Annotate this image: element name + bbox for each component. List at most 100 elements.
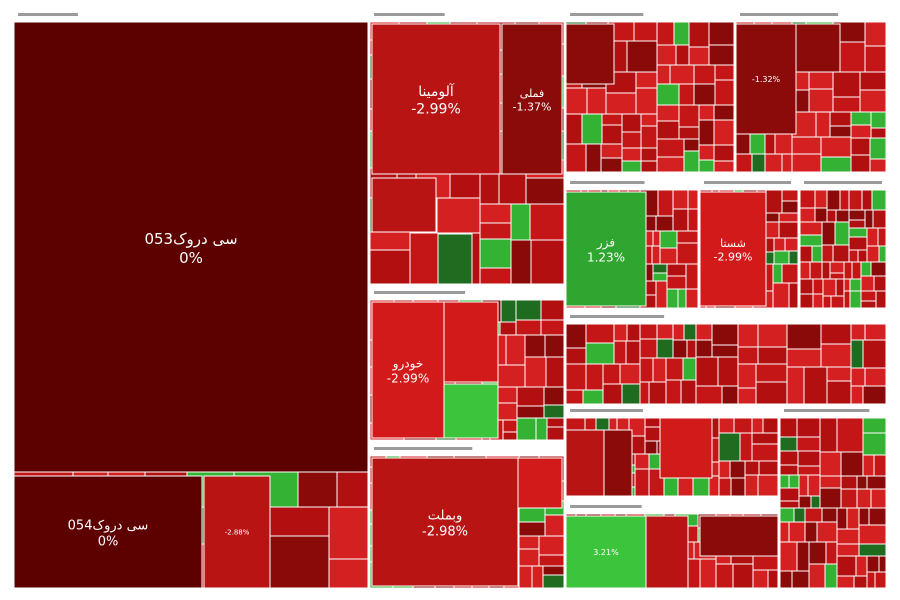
treemap-tile[interactable] bbox=[721, 385, 739, 405]
treemap-tile[interactable] bbox=[585, 363, 604, 391]
treemap-tile[interactable] bbox=[685, 288, 699, 309]
treemap-tile[interactable] bbox=[858, 524, 887, 545]
treemap-tile[interactable] bbox=[582, 389, 604, 405]
treemap-tile[interactable] bbox=[652, 357, 667, 383]
treemap-tile[interactable] bbox=[850, 137, 871, 156]
treemap-tile[interactable] bbox=[744, 460, 760, 476]
treemap-tile[interactable] bbox=[850, 154, 871, 173]
treemap-tile[interactable] bbox=[788, 521, 806, 543]
treemap-tile[interactable] bbox=[781, 263, 799, 284]
treemap-tile[interactable] bbox=[714, 64, 735, 81]
treemap-tile[interactable] bbox=[773, 250, 790, 265]
treemap-tile[interactable] bbox=[788, 474, 800, 489]
treemap-tile-major[interactable] bbox=[371, 301, 445, 439]
treemap-tile[interactable] bbox=[543, 386, 565, 406]
treemap-tile[interactable] bbox=[675, 44, 690, 66]
treemap-tile[interactable] bbox=[328, 506, 369, 560]
treemap-tile[interactable] bbox=[685, 263, 699, 290]
treemap-tile[interactable] bbox=[848, 209, 866, 221]
treemap-tile-major[interactable] bbox=[371, 457, 519, 587]
treemap-tile[interactable] bbox=[621, 113, 642, 133]
treemap-tile[interactable] bbox=[505, 334, 526, 366]
treemap-tile[interactable] bbox=[810, 495, 821, 509]
treemap-tile[interactable] bbox=[809, 261, 823, 280]
treemap-tile[interactable] bbox=[832, 244, 850, 263]
treemap-tile[interactable] bbox=[718, 477, 732, 497]
treemap-tile[interactable] bbox=[711, 344, 739, 358]
treemap-tile[interactable] bbox=[695, 356, 719, 387]
treemap-tile[interactable] bbox=[855, 555, 868, 577]
treemap-tile[interactable] bbox=[874, 571, 887, 589]
treemap-tile[interactable] bbox=[683, 138, 700, 152]
treemap-tile[interactable] bbox=[655, 280, 668, 309]
treemap-tile[interactable] bbox=[781, 153, 793, 173]
treemap-tile[interactable] bbox=[864, 209, 874, 229]
treemap-tile[interactable] bbox=[516, 386, 545, 407]
treemap-tile[interactable] bbox=[799, 278, 814, 295]
treemap-tile[interactable] bbox=[518, 548, 540, 567]
treemap-tile[interactable] bbox=[850, 367, 866, 387]
treemap-tile[interactable] bbox=[797, 465, 821, 476]
treemap-tile[interactable] bbox=[328, 558, 369, 589]
treemap-tile[interactable] bbox=[737, 387, 757, 405]
treemap-tile[interactable] bbox=[866, 245, 880, 263]
treemap-tile[interactable] bbox=[371, 177, 437, 233]
treemap-tile[interactable] bbox=[656, 104, 680, 122]
treemap-tile[interactable] bbox=[677, 288, 687, 309]
treemap-tile[interactable] bbox=[779, 507, 795, 523]
treemap-tile[interactable] bbox=[538, 554, 565, 567]
treemap-tile[interactable] bbox=[834, 221, 850, 246]
treemap-tile[interactable] bbox=[853, 575, 868, 589]
treemap-tile[interactable] bbox=[518, 535, 540, 550]
treemap-tile[interactable] bbox=[544, 514, 565, 537]
treemap-tile[interactable] bbox=[585, 143, 602, 173]
treemap-tile[interactable] bbox=[878, 555, 887, 573]
treemap-tile[interactable] bbox=[786, 323, 822, 350]
treemap-tile-major[interactable] bbox=[501, 23, 563, 175]
treemap-tile[interactable] bbox=[640, 113, 658, 127]
treemap-tile[interactable] bbox=[836, 417, 864, 453]
treemap-tile[interactable] bbox=[711, 323, 739, 346]
treemap-tile[interactable] bbox=[666, 263, 687, 277]
treemap-tile[interactable] bbox=[640, 147, 658, 162]
treemap-tile[interactable] bbox=[843, 278, 851, 292]
treemap-tile[interactable] bbox=[708, 475, 720, 497]
treemap-tile[interactable] bbox=[437, 233, 473, 285]
treemap-tile[interactable] bbox=[656, 83, 680, 106]
treemap-tile[interactable] bbox=[625, 340, 641, 365]
treemap-tile[interactable] bbox=[839, 189, 850, 211]
treemap-tile[interactable] bbox=[871, 189, 887, 211]
treemap-tile[interactable] bbox=[542, 574, 565, 589]
treemap-tile-major[interactable] bbox=[735, 23, 797, 135]
treemap-tile[interactable] bbox=[517, 457, 563, 509]
treemap-tile[interactable] bbox=[877, 227, 887, 247]
treemap-tile[interactable] bbox=[535, 417, 548, 441]
treemap-tile[interactable] bbox=[803, 366, 828, 405]
treemap-tile[interactable] bbox=[772, 282, 790, 309]
treemap-tile[interactable] bbox=[717, 356, 739, 387]
treemap-tile[interactable] bbox=[546, 426, 565, 441]
treemap-tile[interactable] bbox=[672, 323, 685, 341]
treemap-tile[interactable] bbox=[821, 507, 838, 523]
treemap-tile[interactable] bbox=[784, 237, 799, 252]
treemap-tile[interactable] bbox=[693, 64, 716, 85]
treemap-tile[interactable] bbox=[729, 460, 746, 479]
treemap-tile[interactable] bbox=[870, 127, 887, 139]
treemap-tile[interactable] bbox=[835, 209, 850, 223]
treemap-tile[interactable] bbox=[631, 435, 646, 455]
treemap-tile[interactable] bbox=[479, 238, 512, 269]
treemap-tile[interactable] bbox=[530, 239, 565, 285]
treemap-tile-major[interactable] bbox=[203, 475, 271, 589]
treemap-tile[interactable] bbox=[864, 45, 887, 73]
treemap-tile[interactable] bbox=[714, 79, 735, 106]
treemap-tile[interactable] bbox=[814, 207, 828, 223]
treemap-tile[interactable] bbox=[757, 323, 788, 348]
treemap-tile[interactable] bbox=[873, 454, 887, 477]
treemap-tile[interactable] bbox=[799, 234, 823, 247]
treemap-tile[interactable] bbox=[772, 263, 783, 284]
treemap-tile[interactable] bbox=[819, 475, 842, 489]
treemap-tile[interactable] bbox=[808, 541, 827, 565]
treemap-tile[interactable] bbox=[755, 363, 788, 383]
treemap-tile[interactable] bbox=[529, 203, 565, 241]
treemap-tile[interactable] bbox=[812, 293, 824, 309]
